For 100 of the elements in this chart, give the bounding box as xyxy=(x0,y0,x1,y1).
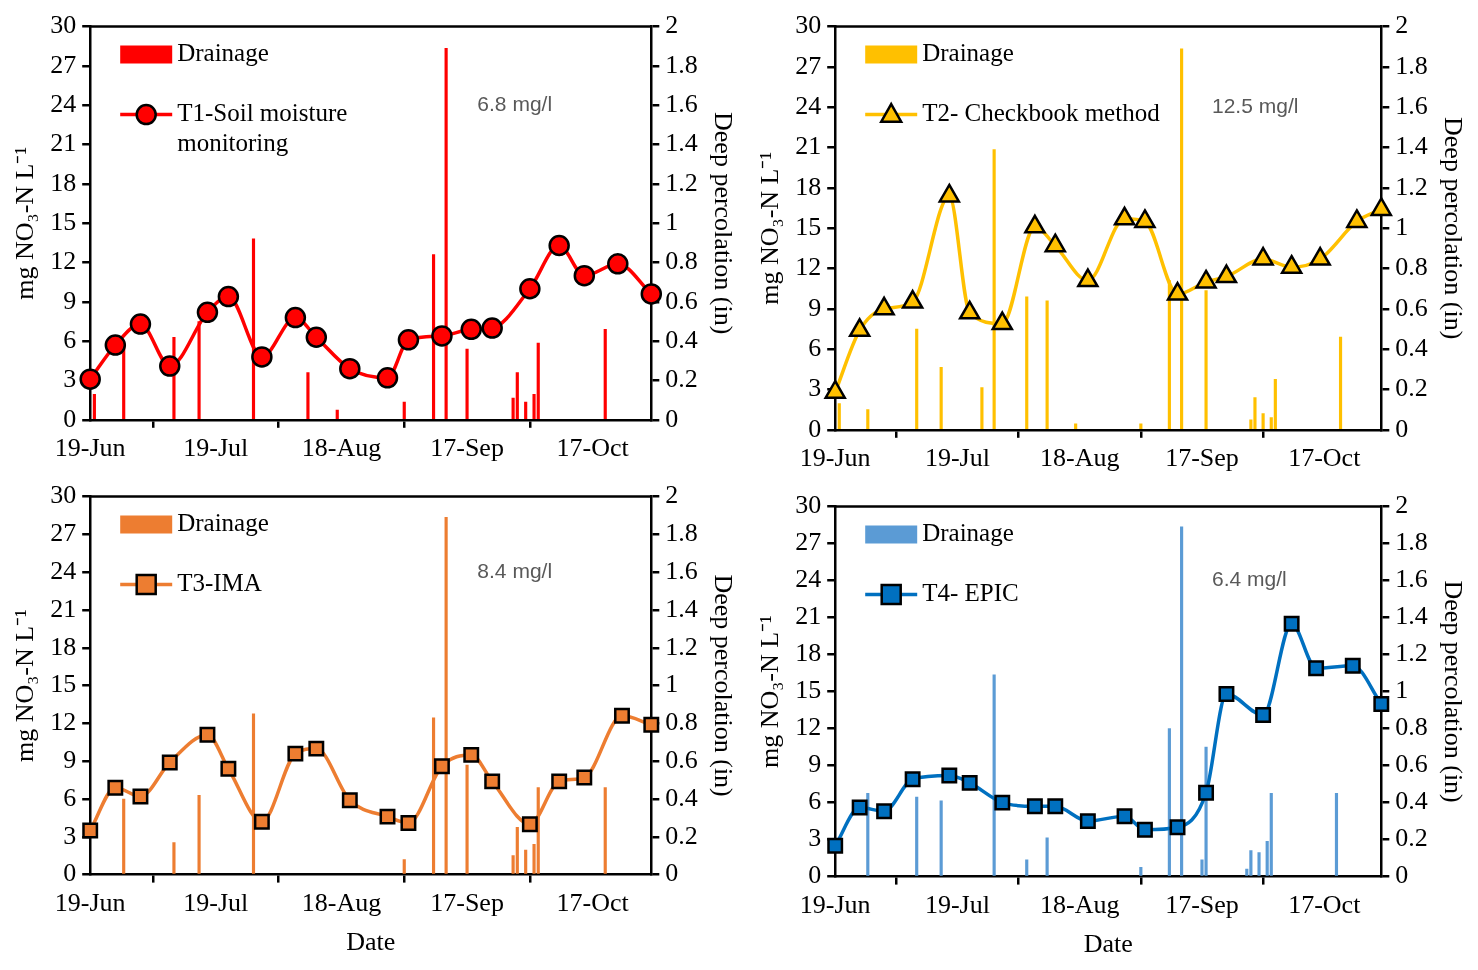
point xyxy=(873,296,895,316)
y2-tick-label: 1.2 xyxy=(1395,638,1428,668)
point xyxy=(640,283,663,305)
legend-label: T2- Checkbook method xyxy=(922,99,1161,127)
y2-tick-label: 1.6 xyxy=(1395,91,1428,121)
x-tick-label: 19-Jul xyxy=(183,433,249,463)
y-tick-label: 18 xyxy=(50,167,77,197)
y2-tick-label: 0.6 xyxy=(665,745,698,775)
point xyxy=(1113,206,1136,226)
point xyxy=(548,234,570,257)
point xyxy=(938,183,961,203)
point xyxy=(287,745,304,762)
y2-tick-label: 2 xyxy=(1395,490,1409,520)
bar xyxy=(1045,837,1049,876)
y2-tick-label: 1 xyxy=(1395,675,1409,705)
point xyxy=(217,285,240,308)
x-tick-label: 18-Aug xyxy=(301,888,382,918)
bar xyxy=(515,372,519,419)
bar xyxy=(1269,793,1273,876)
point xyxy=(308,740,325,757)
x-tick-label: 17-Sep xyxy=(1165,443,1239,473)
point xyxy=(876,803,893,820)
y2-tick-label: 1 xyxy=(1395,212,1409,242)
point xyxy=(1116,808,1133,825)
y-tick-label: 0 xyxy=(63,858,77,888)
bar xyxy=(524,401,528,419)
y2-tick-label: 1.8 xyxy=(665,518,698,548)
y-axis-title: mg NO₃-N L⁻¹ xyxy=(755,615,785,769)
x-tick-label: 19-Jul xyxy=(183,888,249,918)
y2-tick-label: 0 xyxy=(1395,860,1409,890)
x-tick-label: 17-Sep xyxy=(430,433,504,463)
point xyxy=(129,313,152,335)
annotation: 6.8 mg/l xyxy=(477,92,553,116)
bar xyxy=(1167,728,1171,876)
x-tick-label: 19-Jun xyxy=(799,443,871,473)
point xyxy=(901,289,924,309)
point xyxy=(481,317,503,339)
bar xyxy=(335,409,339,419)
bar xyxy=(1139,867,1143,876)
annotation: 6.4 mg/l xyxy=(1212,567,1287,591)
point xyxy=(397,329,420,351)
y-tick-label: 9 xyxy=(63,285,77,315)
bar xyxy=(1139,423,1143,429)
point xyxy=(1309,246,1331,266)
y2-tick-label: 0.8 xyxy=(1395,712,1428,742)
y2-tick-label: 0 xyxy=(665,858,679,888)
y-tick-label: 6 xyxy=(808,332,822,362)
point xyxy=(1370,197,1393,217)
bar xyxy=(465,348,469,419)
y2-tick-label: 1.8 xyxy=(1395,50,1428,80)
bar xyxy=(603,787,607,874)
point xyxy=(994,794,1011,811)
y2-tick-label: 0.2 xyxy=(665,820,698,850)
legend-label: T4- EPIC xyxy=(922,579,1019,607)
y2-tick-label: 0 xyxy=(665,403,679,433)
point xyxy=(1026,798,1043,815)
y-tick-label: 24 xyxy=(50,89,77,119)
bar xyxy=(1249,850,1253,876)
point xyxy=(484,773,501,790)
y2-tick-label: 2 xyxy=(665,10,679,40)
point xyxy=(196,301,219,324)
point xyxy=(848,318,871,338)
y2-tick-label: 1.8 xyxy=(665,49,698,79)
x-tick-label: 18-Aug xyxy=(301,433,382,463)
y-tick-label: 15 xyxy=(50,669,77,699)
y2-tick-label: 2 xyxy=(665,480,679,510)
point xyxy=(1283,615,1300,632)
x-tick-label: 19-Jul xyxy=(924,890,990,920)
bar xyxy=(1257,852,1261,876)
y-tick-label: 30 xyxy=(795,10,822,40)
point xyxy=(1218,686,1235,703)
bar xyxy=(939,366,943,429)
y-tick-label: 0 xyxy=(63,403,77,433)
bar xyxy=(603,329,607,419)
bar xyxy=(915,328,919,429)
bar xyxy=(1334,793,1339,876)
y2-tick-label: 1.4 xyxy=(1395,131,1428,161)
point xyxy=(1047,798,1064,815)
y-tick-label: 3 xyxy=(808,823,822,853)
point xyxy=(1077,268,1099,288)
bar xyxy=(837,403,841,429)
y2-tick-label: 1.8 xyxy=(1395,527,1428,557)
point xyxy=(284,306,307,329)
point xyxy=(431,325,453,347)
y2-tick-label: 0.6 xyxy=(665,285,698,315)
point xyxy=(1169,819,1186,836)
y2-tick-label: 0.8 xyxy=(1395,252,1428,282)
y2-tick-label: 1 xyxy=(665,207,679,237)
y-axis-title: mg NO₃-N L⁻¹ xyxy=(755,151,785,305)
point xyxy=(339,357,361,380)
bar xyxy=(402,401,406,419)
y-tick-label: 12 xyxy=(50,246,77,276)
point xyxy=(379,808,396,825)
bar xyxy=(402,859,406,874)
bar xyxy=(515,827,519,874)
bar xyxy=(1074,423,1078,429)
point xyxy=(1044,233,1067,253)
point xyxy=(104,334,127,356)
point xyxy=(161,754,178,771)
y-tick-label: 30 xyxy=(50,10,77,40)
